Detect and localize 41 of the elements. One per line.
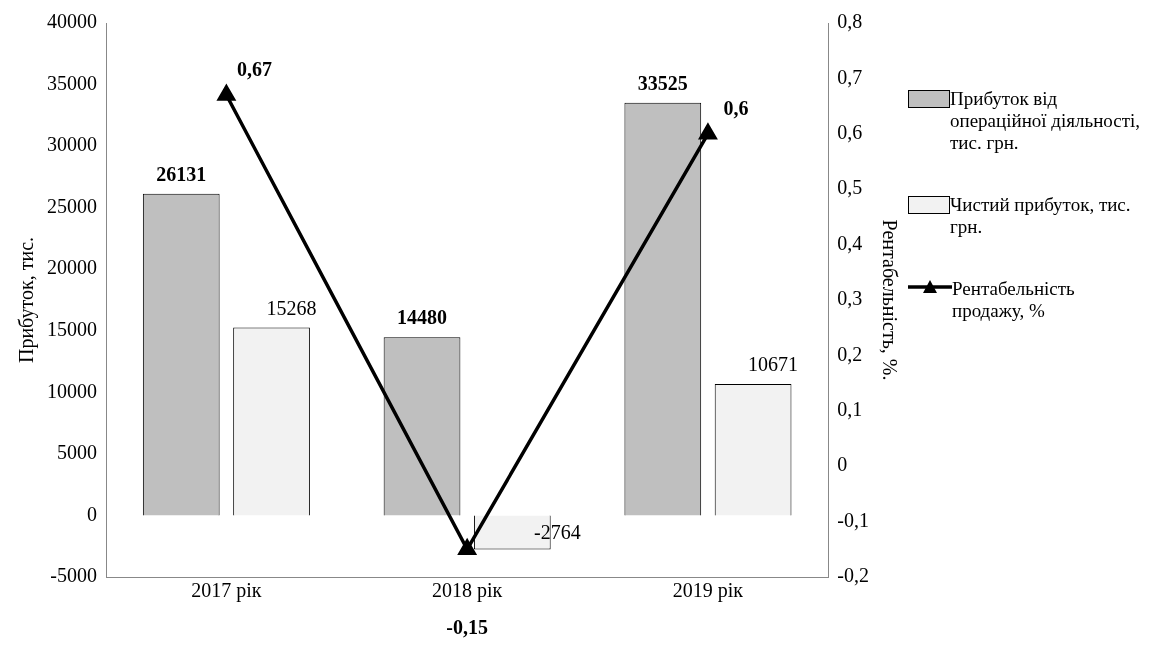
- y-tick-label: 10000: [47, 379, 97, 402]
- y2-tick-label: 0,3: [837, 287, 863, 310]
- data-label: -2764: [533, 520, 581, 543]
- data-label: -0,15: [446, 616, 489, 639]
- y2-tick-label: 0,5: [837, 176, 863, 199]
- data-label: 15268: [266, 296, 317, 319]
- y-tick-label: 30000: [47, 133, 97, 156]
- y2-tick-label: 0,4: [837, 231, 863, 254]
- point: [699, 124, 717, 140]
- x-tick-label: 2017 рік: [191, 579, 262, 603]
- point: [217, 85, 236, 101]
- x-tick-label: 2019 рік: [672, 579, 744, 603]
- y2-tick-label: 0,2: [837, 342, 863, 365]
- legend-label: Рентабельність продажу, %: [952, 278, 1076, 322]
- data-label: 0,6: [723, 96, 749, 119]
- y2-tick-label: 0,6: [837, 121, 863, 144]
- y2-tick-label: 0,1: [837, 398, 863, 421]
- y-tick-label: 0: [87, 502, 97, 525]
- y-tick-label: 15000: [47, 318, 97, 341]
- y2-tick-label: -0,1: [837, 508, 870, 531]
- y2-tick-label: 0: [837, 453, 848, 476]
- y2-tick-label: 0,8: [837, 10, 863, 33]
- data-label: 14480: [397, 306, 448, 329]
- y2-axis-title: Рентабельність, %.: [878, 219, 901, 381]
- y-tick-label: 40000: [47, 10, 97, 33]
- data-label: 33525: [637, 71, 688, 94]
- data-label: 26131: [156, 162, 207, 185]
- y-tick-label: 35000: [47, 71, 97, 94]
- point: [457, 537, 477, 556]
- y-tick-label: 5000: [57, 441, 97, 464]
- y-tick-label: 25000: [47, 194, 97, 217]
- legend-label: Чистий прибуток, тис. грн.: [950, 194, 1132, 238]
- data-label: 0,67: [236, 58, 272, 81]
- x-tick-label: 2018 рік: [432, 579, 503, 603]
- y-tick-label: 20000: [47, 256, 97, 279]
- legend-label: Прибуток від операційної діяльності, тис. грн.: [950, 88, 1142, 154]
- data-label: 10671: [748, 353, 799, 376]
- y2-tick-label: 0,7: [837, 65, 863, 88]
- y-tick-label: -5000: [50, 564, 97, 587]
- y2-tick-label: -0,2: [837, 564, 870, 587]
- y-axis-title: Прибуток, тис.: [15, 236, 39, 364]
